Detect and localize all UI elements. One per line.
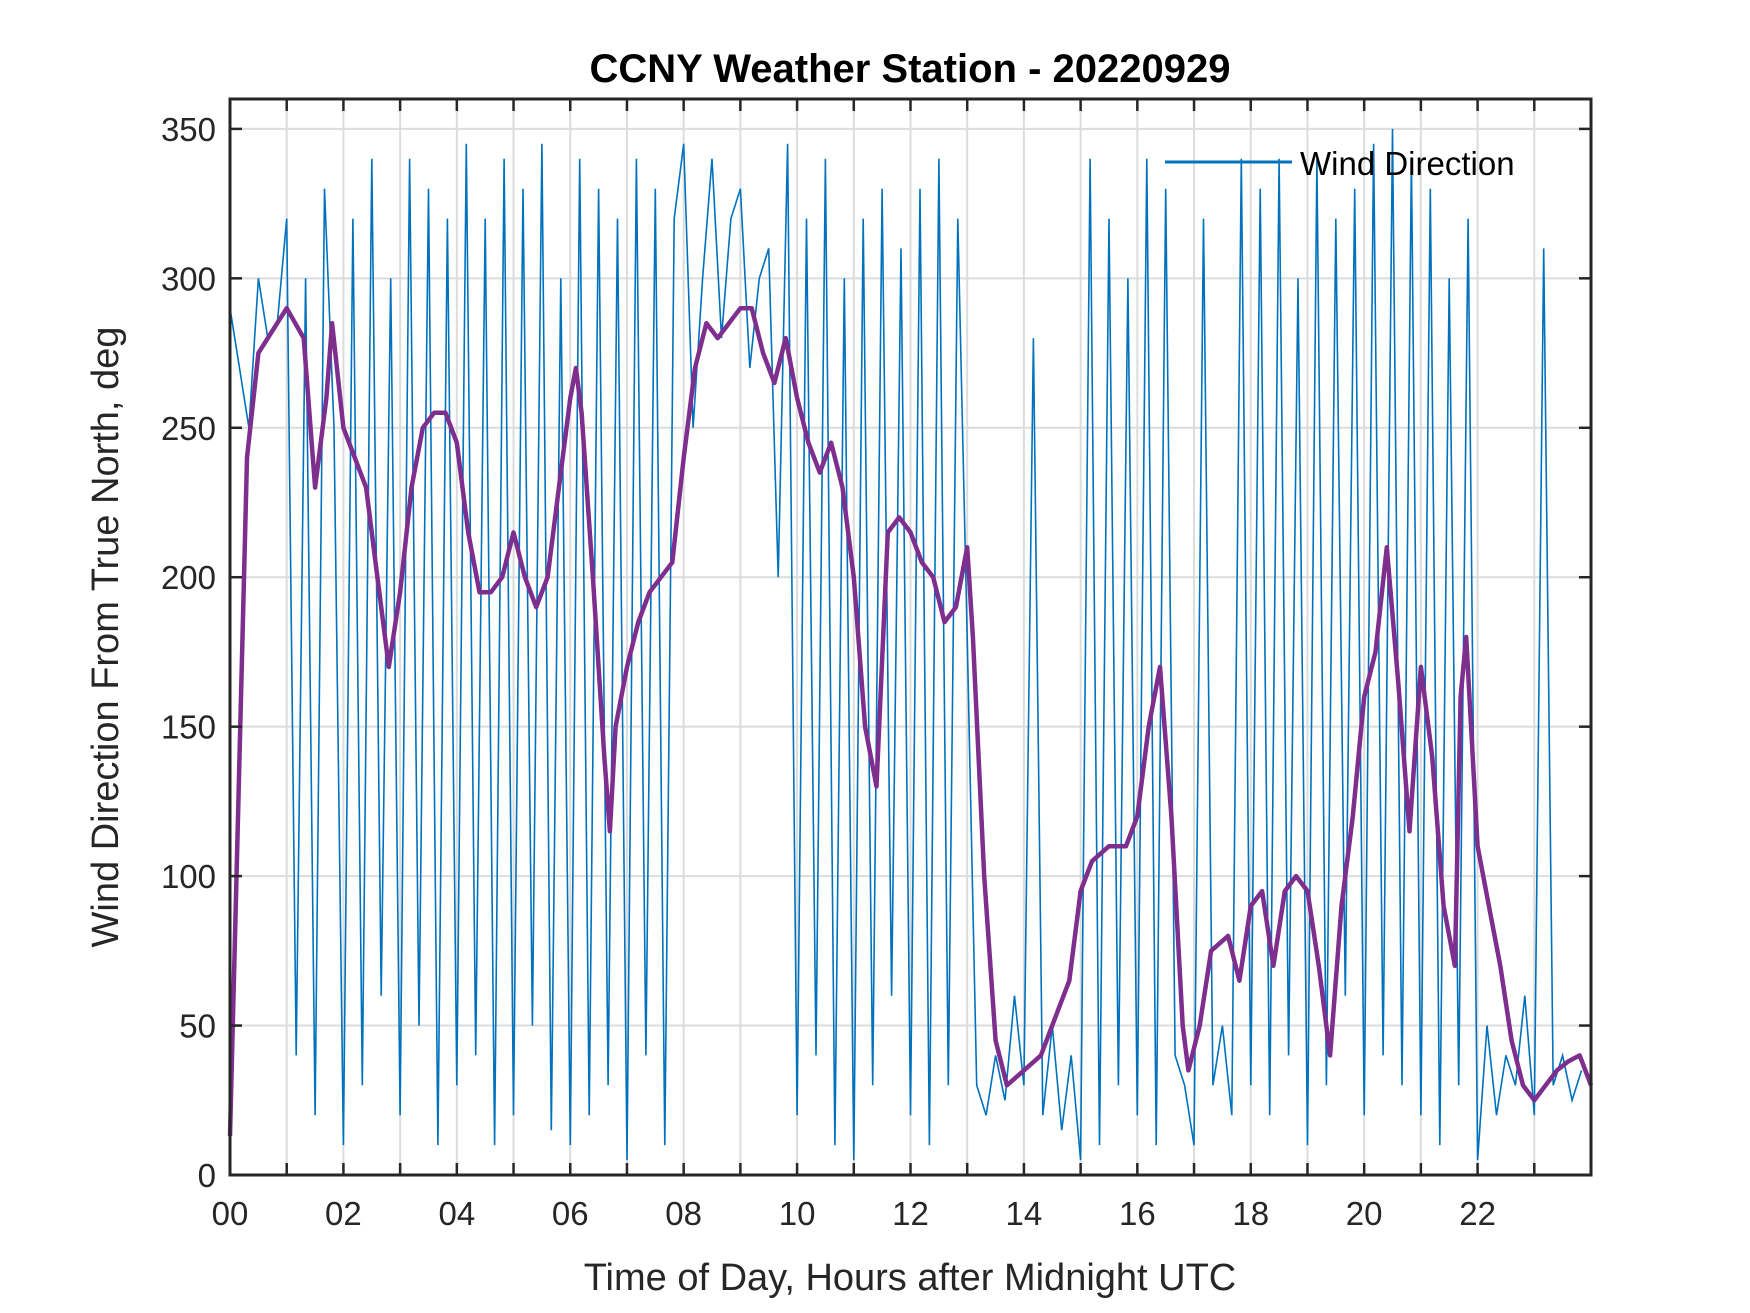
x-tick-label: 04 — [438, 1195, 475, 1232]
x-tick-label: 06 — [552, 1195, 589, 1232]
plot-area — [227, 128, 1594, 1161]
x-tick-label: 22 — [1459, 1195, 1496, 1232]
x-tick-label: 00 — [212, 1195, 249, 1232]
x-axis-label: Time of Day, Hours after Midnight UTC — [584, 1257, 1237, 1299]
y-tick-label: 200 — [161, 559, 216, 596]
x-tick-label: 14 — [1006, 1195, 1043, 1232]
y-tick-label: 150 — [161, 709, 216, 746]
y-tick-label: 300 — [161, 260, 216, 297]
y-tick-label: 100 — [161, 858, 216, 895]
axes-box — [228, 97, 1593, 1177]
axes: 00 02 04 06 08 10 12 14 16 18 20 22 0 50 100 150 200 250 3… — [161, 97, 1593, 1232]
x-tick-label: 08 — [665, 1195, 702, 1232]
x-tick-label: 16 — [1119, 1195, 1156, 1232]
y-tick-label: 50 — [179, 1008, 216, 1045]
y-tick-label: 350 — [161, 111, 216, 148]
x-tick-label: 10 — [779, 1195, 816, 1232]
x-tick-label: 18 — [1232, 1195, 1269, 1232]
y-tick-label: 250 — [161, 410, 216, 447]
x-tick-label: 12 — [892, 1195, 929, 1232]
x-tick-label: 20 — [1346, 1195, 1383, 1232]
y-tick-label: 0 — [198, 1157, 216, 1194]
y-axis-label: Wind Direction From True North, deg — [85, 327, 127, 948]
series-smoothed-line — [227, 305, 1594, 1137]
x-tick-label: 02 — [325, 1195, 362, 1232]
legend-label-wind-direction: Wind Direction — [1300, 145, 1515, 182]
series-wind-direction-line — [229, 128, 1583, 1161]
chart-title: CCNY Weather Station - 20220929 — [590, 47, 1231, 91]
legend: Wind Direction — [1165, 145, 1515, 182]
